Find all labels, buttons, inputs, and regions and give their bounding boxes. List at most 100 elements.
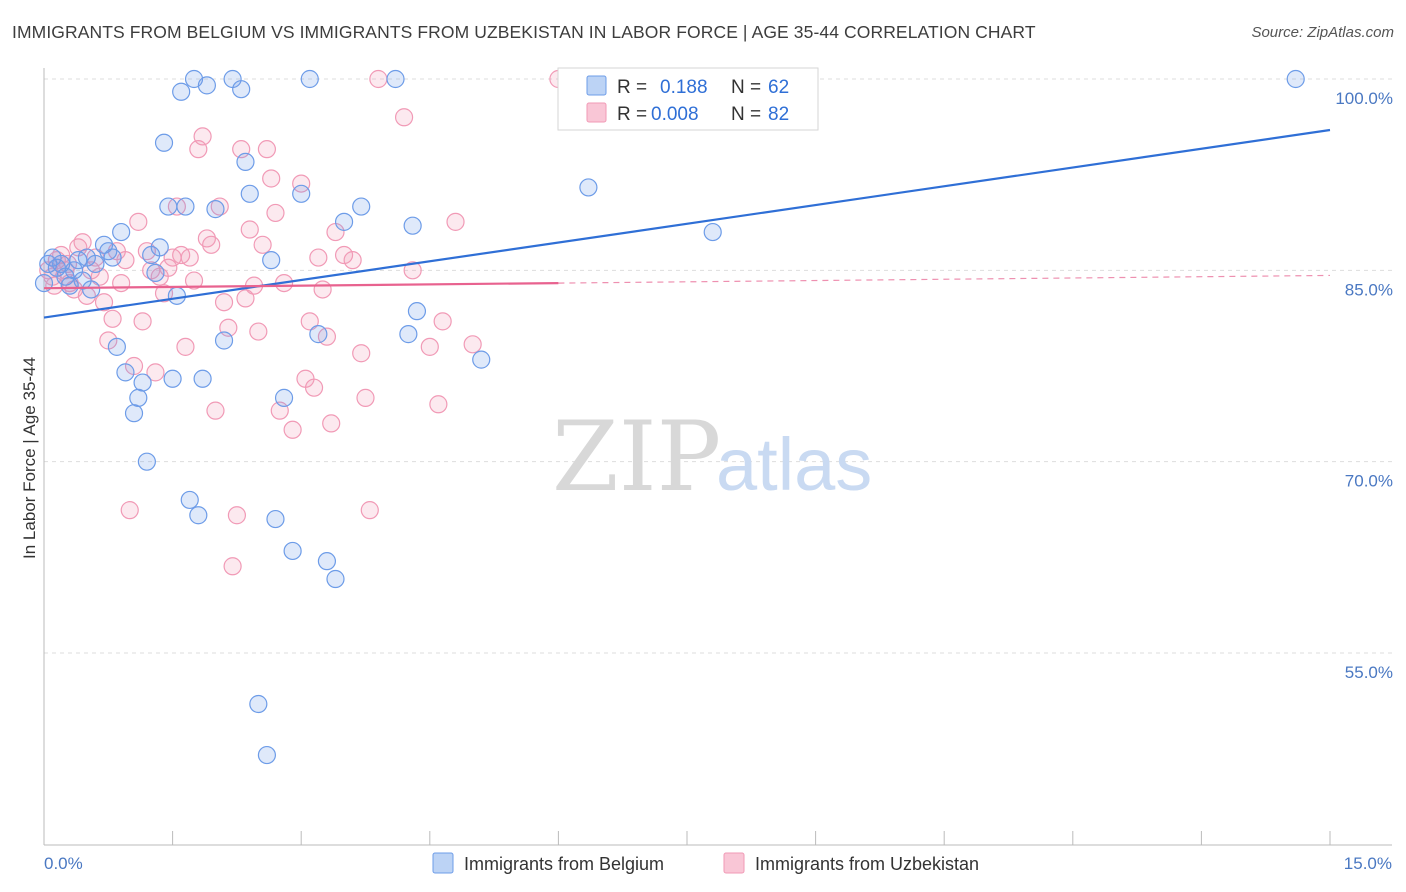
- y-tick-label: 100.0%: [1335, 89, 1393, 108]
- point-uzbekistan: [446, 212, 465, 231]
- point-belgium: [107, 337, 126, 356]
- point-uzbekistan: [206, 401, 225, 420]
- trend-line-belgium: [43, 128, 1331, 319]
- point-belgium: [309, 325, 328, 344]
- point-uzbekistan: [262, 169, 281, 188]
- point-uzbekistan: [283, 420, 302, 439]
- legend-box: R = 0.188 N = 62 R = 0.008 N = 82: [557, 67, 819, 131]
- bottom-legend-swatch-uzbekistan: [723, 852, 745, 874]
- trend-lines: [43, 128, 1331, 319]
- point-uzbekistan: [313, 280, 332, 299]
- point-uzbekistan: [227, 506, 246, 525]
- point-uzbekistan: [176, 337, 195, 356]
- point-uzbekistan: [403, 261, 422, 280]
- point-uzbekistan: [146, 363, 165, 382]
- legend-n-value-belgium: 62: [768, 77, 789, 98]
- point-uzbekistan: [369, 69, 388, 89]
- legend-r-label-uzbekistan: R =: [617, 104, 647, 125]
- legend-r-label-belgium: R =: [617, 77, 647, 98]
- point-belgium: [703, 222, 722, 242]
- point-belgium: [257, 745, 277, 765]
- point-uzbekistan: [394, 108, 414, 127]
- watermark: ZIP atlas: [552, 401, 872, 513]
- point-belgium: [407, 302, 427, 321]
- point-uzbekistan: [253, 235, 272, 254]
- point-uzbekistan: [236, 289, 255, 308]
- point-uzbekistan: [433, 312, 452, 331]
- point-belgium: [129, 388, 148, 407]
- point-uzbekistan: [184, 271, 204, 290]
- watermark-atlas: atlas: [716, 423, 872, 506]
- legend-n-value-uzbekistan: 82: [768, 104, 789, 125]
- point-uzbekistan: [193, 127, 212, 146]
- y-tick-label: 70.0%: [1345, 472, 1393, 491]
- legend-r-value-belgium: 0.188: [660, 77, 708, 98]
- point-uzbekistan: [240, 220, 259, 239]
- point-uzbekistan: [73, 233, 92, 252]
- point-belgium: [214, 331, 234, 350]
- y-tick-label: 55.0%: [1345, 663, 1393, 682]
- point-belgium: [172, 82, 191, 101]
- bottom-legend: Immigrants from Belgium Immigrants from …: [432, 852, 979, 874]
- point-belgium: [163, 369, 182, 388]
- y-axis-label: In Labor Force | Age 35-44: [20, 357, 39, 559]
- x-ticks: [43, 831, 1331, 845]
- point-belgium: [326, 569, 345, 589]
- legend-r-value-uzbekistan: 0.008: [651, 104, 699, 125]
- point-uzbekistan: [334, 245, 354, 265]
- point-uzbekistan: [257, 140, 277, 159]
- bottom-legend-swatch-belgium: [432, 852, 454, 874]
- point-uzbekistan: [343, 251, 362, 270]
- chart-title: IMMIGRANTS FROM BELGIUM VS IMMIGRANTS FR…: [12, 22, 1036, 42]
- point-belgium: [176, 197, 195, 216]
- point-belgium: [249, 694, 268, 714]
- point-uzbekistan: [103, 309, 122, 328]
- point-belgium: [180, 490, 199, 510]
- legend-n-label-uzbekistan: N =: [731, 104, 761, 125]
- legend-swatch-uzbekistan: [586, 102, 607, 123]
- point-uzbekistan: [120, 501, 139, 520]
- point-belgium: [133, 373, 152, 392]
- point-belgium: [266, 509, 285, 529]
- point-uzbekistan: [266, 203, 285, 223]
- point-uzbekistan: [420, 337, 439, 356]
- point-belgium: [197, 76, 216, 95]
- point-belgium: [206, 200, 225, 219]
- point-belgium: [283, 541, 302, 561]
- point-uzbekistan: [180, 248, 199, 267]
- point-belgium: [112, 222, 131, 242]
- series-belgium-points: [34, 69, 1305, 765]
- point-uzbekistan: [356, 388, 375, 407]
- point-belgium: [137, 452, 156, 471]
- point-belgium: [189, 506, 208, 525]
- y-tick-labels: 55.0% 70.0% 85.0% 100.0%: [1335, 89, 1393, 682]
- point-uzbekistan: [429, 395, 448, 414]
- point-belgium: [579, 178, 598, 197]
- point-uzbekistan: [292, 174, 311, 193]
- point-belgium: [334, 212, 354, 231]
- legend-n-label-belgium: N =: [731, 77, 761, 98]
- point-belgium: [124, 404, 144, 423]
- point-belgium: [317, 552, 337, 571]
- legend-swatch-belgium: [586, 75, 607, 96]
- point-belgium: [240, 184, 259, 203]
- point-uzbekistan: [249, 322, 268, 341]
- point-uzbekistan: [223, 557, 242, 576]
- point-belgium: [292, 184, 311, 203]
- trend-line-uzbekistan: [43, 281, 559, 290]
- point-belgium: [193, 369, 212, 388]
- point-belgium: [300, 69, 319, 89]
- point-belgium: [103, 248, 122, 267]
- point-belgium: [167, 286, 186, 305]
- x-tick-label-min: 0.0%: [44, 854, 83, 873]
- point-uzbekistan: [463, 335, 482, 354]
- point-belgium: [150, 238, 169, 257]
- point-uzbekistan: [304, 378, 324, 397]
- point-uzbekistan: [202, 235, 221, 254]
- point-belgium: [1286, 69, 1305, 89]
- point-uzbekistan: [214, 293, 234, 312]
- point-uzbekistan: [360, 501, 379, 520]
- point-belgium: [82, 280, 101, 299]
- point-uzbekistan: [133, 312, 152, 331]
